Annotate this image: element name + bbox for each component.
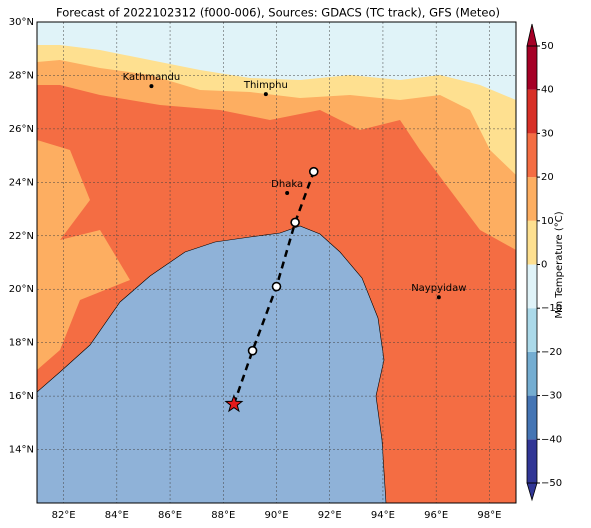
track-point xyxy=(290,217,300,228)
x-tick-label: 94°E xyxy=(371,510,395,521)
x-tick-label: 90°E xyxy=(264,510,288,521)
y-tick-label: 18°N xyxy=(9,338,34,349)
colorbar-tick-label: 10 xyxy=(541,216,554,227)
track-start xyxy=(224,394,244,413)
y-tick-label: 30°N xyxy=(9,17,34,28)
grid xyxy=(37,21,516,503)
colorbar-tick-label: 30 xyxy=(541,128,554,139)
colorbar-tick-label: −40 xyxy=(541,434,562,445)
track-point xyxy=(271,281,282,292)
track-point xyxy=(247,345,258,356)
x-tick-label: 88°E xyxy=(211,510,235,521)
map-frame xyxy=(36,21,517,504)
y-tick-label: 22°N xyxy=(9,231,34,242)
y-tick-label: 28°N xyxy=(9,70,34,81)
city-label: Kathmandu xyxy=(123,72,181,83)
colorbar-tick-label: 20 xyxy=(541,172,554,183)
x-tick-label: 96°E xyxy=(424,510,448,521)
colorbar-band xyxy=(527,89,537,134)
colorbar-tick-label: 0 xyxy=(541,260,547,271)
x-tick-label: 84°E xyxy=(105,510,129,521)
colorbar-extend-bottom xyxy=(526,482,538,502)
x-tick-label: 92°E xyxy=(318,510,342,521)
city-marker xyxy=(263,92,268,97)
colorbar-tick-label: 50 xyxy=(541,41,554,52)
colorbar-band xyxy=(527,439,537,483)
city-marker xyxy=(285,191,290,196)
colorbar-band xyxy=(527,264,537,309)
track-point xyxy=(308,166,319,177)
colorbar-tick-label: −30 xyxy=(541,391,562,402)
ocean xyxy=(37,225,387,503)
x-tick-label: 98°E xyxy=(477,510,501,521)
colorbar-tick-label: −20 xyxy=(541,347,562,358)
colorbar-band xyxy=(527,308,537,352)
colorbar-tick-label: 40 xyxy=(541,85,554,96)
y-tick-label: 16°N xyxy=(9,391,34,402)
colorbar-band xyxy=(527,351,537,396)
city-label: Dhaka xyxy=(271,179,303,190)
y-tick-label: 20°N xyxy=(9,284,34,295)
city-marker xyxy=(436,295,441,300)
colorbar-band xyxy=(527,177,537,221)
city-label: Naypyidaw xyxy=(411,283,466,294)
map-title: Forecast of 2022102312 (f000-006), Sourc… xyxy=(56,6,500,20)
city-marker xyxy=(149,84,154,89)
colorbar-tick-label: −10 xyxy=(541,303,562,314)
colorbar-band xyxy=(527,395,537,440)
x-tick-label: 86°E xyxy=(158,510,182,521)
colorbar-tick-label: −50 xyxy=(541,478,562,489)
colorbar-label: Min Temperature (°C) xyxy=(554,211,565,318)
colorbar-extend-top xyxy=(526,23,538,47)
warm-region xyxy=(37,22,516,370)
y-tick-label: 26°N xyxy=(9,124,34,135)
city-label: Thimphu xyxy=(243,80,288,91)
cool-region xyxy=(37,22,516,100)
y-tick-label: 24°N xyxy=(9,177,34,188)
colorbar-band xyxy=(527,220,537,265)
x-tick-label: 82°E xyxy=(52,510,76,521)
colorbar-band xyxy=(527,46,537,90)
colorbar-band xyxy=(527,133,537,178)
y-tick-label: 14°N xyxy=(9,445,34,456)
